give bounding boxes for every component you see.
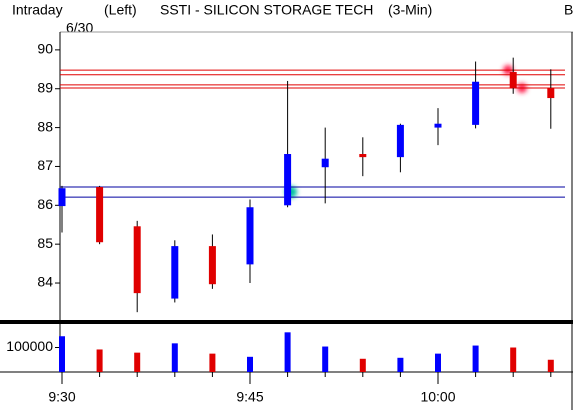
volume-bar (134, 352, 141, 372)
volume-bar (171, 343, 178, 372)
volume-bar (547, 359, 554, 372)
volume-bar (435, 353, 441, 372)
y-tick-label: 85 (37, 235, 53, 251)
candle-body (396, 124, 404, 158)
y-tick-label: 90 (37, 41, 53, 57)
date-label: 6/30 (66, 20, 93, 36)
x-tick-label: 9:45 (236, 389, 263, 405)
chart-title: SSTI - SILICON STORAGE TECH (160, 2, 373, 18)
interval-label: (3-Min) (388, 2, 432, 18)
y-tick-label: 86 (37, 196, 53, 212)
volume-bar (359, 358, 366, 372)
mode-label: Intraday (12, 2, 63, 18)
candle-body (509, 72, 517, 88)
candle-body (434, 123, 442, 128)
candle-body (96, 187, 104, 243)
volume-bar (510, 347, 517, 372)
candle-body (58, 188, 66, 207)
candle-body (246, 207, 254, 265)
volume-bar (59, 336, 65, 372)
side-label: (Left) (104, 2, 137, 18)
candle-body (208, 246, 216, 285)
x-tick-label: 10:00 (420, 389, 455, 405)
candle-body (472, 81, 480, 125)
candle-body (133, 226, 141, 294)
volume-bar (397, 357, 404, 372)
candle-body (321, 158, 329, 168)
volume-bar (96, 349, 103, 372)
volume-bar (472, 345, 479, 372)
x-tick-label: 9:30 (48, 389, 75, 405)
volume-bar (209, 353, 216, 372)
candle-body (359, 154, 367, 158)
candle-body (171, 246, 179, 299)
y-tick-label: 87 (37, 157, 53, 173)
candle-body (547, 87, 555, 99)
panel-divider (0, 320, 573, 324)
y-tick-label: 84 (37, 274, 53, 290)
volume-bar (322, 346, 329, 372)
candle-body (284, 154, 292, 206)
y-tick-label: 89 (37, 79, 53, 95)
extra-label: B (564, 2, 573, 18)
volume-bar (284, 332, 291, 372)
y-tick-label: 88 (37, 118, 53, 134)
y-tick-label: 100000 (6, 338, 53, 354)
volume-bar (247, 356, 253, 372)
